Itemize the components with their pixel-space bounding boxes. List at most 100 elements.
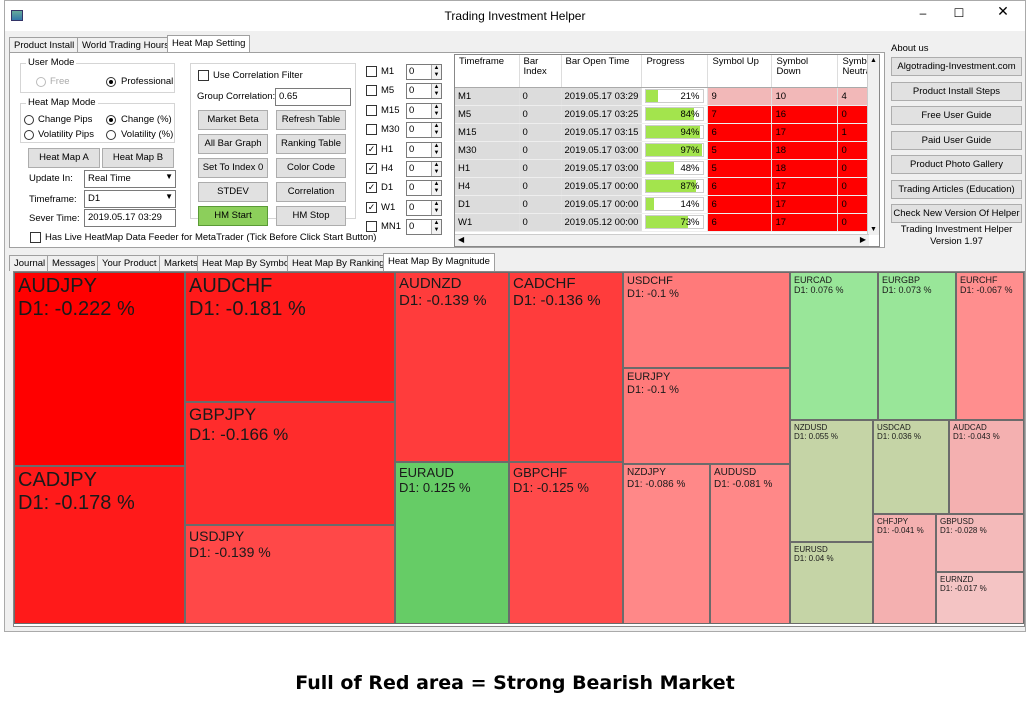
- market-beta-button[interactable]: Market Beta: [198, 110, 268, 130]
- heatmap-cell-gbpchf[interactable]: GBPCHF D1: -0.125 %: [509, 462, 623, 624]
- heatmap-cell-audusd[interactable]: AUDUSD D1: -0.081 %: [710, 464, 790, 624]
- timeframe-checkbox[interactable]: [366, 66, 377, 77]
- heatmap-cell-eurchf[interactable]: EURCHF D1: -0.067 %: [956, 272, 1024, 420]
- stepper-arrows-icon[interactable]: ▲ ▼: [431, 123, 441, 138]
- timeframe-checkbox[interactable]: [366, 85, 377, 97]
- heatmap-cell-eurnzd[interactable]: EURNZD D1: -0.017 %: [936, 572, 1024, 624]
- table-row[interactable]: M1 0 2019.05.17 03:29 21% 9 10 4: [455, 87, 878, 106]
- table-row[interactable]: D1 0 2019.05.17 00:00 14% 6 17 0: [455, 195, 878, 214]
- tab-messages[interactable]: Messages: [47, 255, 101, 271]
- timeframe-checkbox[interactable]: [366, 221, 377, 233]
- maximize-button[interactable]: ☐: [953, 6, 965, 20]
- table-row[interactable]: M15 0 2019.05.17 03:15 94% 6 17 1: [455, 123, 878, 142]
- stepper-arrows-icon[interactable]: ▲ ▼: [431, 84, 441, 99]
- hm-stop-button[interactable]: HM Stop: [276, 206, 346, 226]
- heatmap-cell-gbpjpy[interactable]: GBPJPY D1: -0.166 %: [185, 402, 395, 525]
- free-radio[interactable]: [36, 77, 46, 87]
- install-steps-button[interactable]: Product Install Steps: [891, 81, 1022, 101]
- heatmap-cell-eurjpy[interactable]: EURJPY D1: -0.1 %: [623, 368, 790, 464]
- table-row[interactable]: W1 0 2019.05.12 00:00 73% 6 17 0: [455, 213, 878, 232]
- change-pct-radio[interactable]: [106, 115, 116, 125]
- tab-heat-map-by-symbol[interactable]: Heat Map By Symbol: [197, 255, 297, 271]
- color-code-button[interactable]: Color Code: [276, 158, 346, 178]
- col-header-timeframe[interactable]: Timeframe: [455, 55, 520, 88]
- heatmap-cell-cadjpy[interactable]: CADJPY D1: -0.178 %: [14, 466, 185, 624]
- stepper-arrows-icon[interactable]: ▲ ▼: [431, 200, 441, 215]
- scroll-down-icon[interactable]: ▼: [870, 226, 877, 233]
- tab-heat-map-setting[interactable]: Heat Map Setting: [167, 35, 251, 53]
- timeframe-select[interactable]: D1 ▼: [84, 190, 176, 208]
- vertical-scrollbar[interactable]: ▲ ▼: [867, 55, 879, 235]
- timeframe-index-stepper[interactable]: 0 ▲ ▼: [406, 161, 442, 177]
- volatility-pips-radio[interactable]: [24, 130, 34, 140]
- refresh-table-button[interactable]: Refresh Table: [276, 110, 346, 130]
- heatmap-cell-chfjpy[interactable]: CHFJPY D1: -0.041 %: [873, 514, 936, 624]
- ranking-table-button[interactable]: Ranking Table: [276, 134, 346, 154]
- check-version-button[interactable]: Check New Version Of Helper: [891, 204, 1022, 223]
- col-header-bar-open-time[interactable]: Bar Open Time: [561, 55, 643, 88]
- stepper-arrows-icon[interactable]: ▲ ▼: [431, 65, 441, 79]
- tab-your-product[interactable]: Your Product: [97, 255, 162, 271]
- table-row[interactable]: H1 0 2019.05.17 03:00 48% 5 18 0: [455, 159, 878, 178]
- live-feeder-checkbox[interactable]: [30, 232, 41, 243]
- heatmap-cell-eurusd[interactable]: EURUSD D1: 0.04 %: [790, 542, 873, 624]
- timeframe-index-stepper[interactable]: 0 ▲ ▼: [406, 83, 442, 100]
- timeframe-checkbox[interactable]: ✓: [366, 182, 377, 194]
- paid-guide-button[interactable]: Paid User Guide: [891, 130, 1022, 150]
- stdev-button[interactable]: STDEV: [198, 182, 268, 202]
- table-row[interactable]: H4 0 2019.05.17 00:00 87% 6 17 0: [455, 177, 878, 196]
- stepper-arrows-icon[interactable]: ▲ ▼: [431, 220, 441, 235]
- all-bar-graph-button[interactable]: All Bar Graph: [198, 134, 268, 154]
- heatmap-cell-usdcad[interactable]: USDCAD D1: 0.036 %: [873, 420, 949, 514]
- trading-articles-button[interactable]: Trading Articles (Education): [891, 179, 1022, 199]
- timeframe-index-stepper[interactable]: 0 ▲ ▼: [406, 219, 442, 236]
- timeframe-checkbox[interactable]: [366, 104, 377, 116]
- heatmap-cell-euraud[interactable]: EURAUD D1: 0.125 %: [395, 462, 509, 624]
- tab-heat-map-by-ranking[interactable]: Heat Map By Ranking: [287, 255, 390, 271]
- stepper-arrows-icon[interactable]: ▲ ▼: [431, 162, 441, 176]
- timeframe-checkbox[interactable]: ✓: [366, 143, 377, 155]
- heatmap-cell-eurgbp[interactable]: EURGBP D1: 0.073 %: [878, 272, 956, 420]
- heatmap-cell-nzdusd[interactable]: NZDUSD D1: 0.055 %: [790, 420, 873, 542]
- timeframe-index-stepper[interactable]: 0 ▲ ▼: [406, 199, 442, 216]
- use-correlation-checkbox[interactable]: [198, 70, 209, 81]
- professional-radio[interactable]: [106, 77, 116, 87]
- tab-journal[interactable]: Journal: [9, 255, 51, 271]
- col-header-symbol-up[interactable]: Symbol Up: [707, 55, 773, 88]
- timeframe-index-stepper[interactable]: 0 ▲ ▼: [406, 122, 442, 139]
- scroll-up-icon[interactable]: ▲: [870, 57, 877, 64]
- col-header-bar-index[interactable]: Bar Index: [519, 55, 562, 88]
- tab-heat-map-by-magnitude[interactable]: Heat Map By Magnitude: [383, 253, 495, 271]
- heatmap-cell-audchf[interactable]: AUDCHF D1: -0.181 %: [185, 272, 395, 402]
- col-header-progress[interactable]: Progress: [641, 55, 709, 88]
- heatmap-cell-usdjpy[interactable]: USDJPY D1: -0.139 %: [185, 525, 395, 624]
- stepper-arrows-icon[interactable]: ▲ ▼: [431, 103, 441, 118]
- heatmap-cell-cadchf[interactable]: CADCHF D1: -0.136 %: [509, 272, 623, 462]
- hm-start-button[interactable]: HM Start: [198, 206, 268, 226]
- scroll-right-icon[interactable]: ▶: [859, 235, 866, 244]
- table-row[interactable]: M5 0 2019.05.17 03:25 84% 7 16 0: [455, 105, 878, 124]
- timeframe-index-stepper[interactable]: 0 ▲ ▼: [406, 64, 442, 80]
- timeframe-checkbox[interactable]: ✓: [366, 201, 377, 213]
- timeframe-index-stepper[interactable]: 0 ▲ ▼: [406, 102, 442, 119]
- close-button[interactable]: ✕: [997, 3, 1009, 19]
- heatmap-cell-nzdjpy[interactable]: NZDJPY D1: -0.086 %: [623, 464, 710, 624]
- heatmap-cell-eurcad[interactable]: EURCAD D1: 0.076 %: [790, 272, 878, 420]
- timeframe-index-stepper[interactable]: 0 ▲ ▼: [406, 180, 442, 197]
- heat-map-b-button[interactable]: Heat Map B: [102, 148, 174, 168]
- stepper-arrows-icon[interactable]: ▲ ▼: [431, 181, 441, 196]
- minimize-button[interactable]: –: [919, 6, 927, 20]
- heatmap-cell-audnzd[interactable]: AUDNZD D1: -0.139 %: [395, 272, 509, 462]
- tab-product-install[interactable]: Product Install: [9, 37, 80, 53]
- timeframe-checkbox[interactable]: ✓: [366, 163, 377, 174]
- change-pips-radio[interactable]: [24, 115, 34, 125]
- free-guide-button[interactable]: Free User Guide: [891, 106, 1022, 125]
- col-header-symbol-down[interactable]: Symbol Down: [771, 55, 839, 88]
- timeframe-checkbox[interactable]: [366, 124, 377, 136]
- horizontal-scrollbar[interactable]: ◀ ▶: [455, 234, 869, 246]
- stepper-arrows-icon[interactable]: ▲ ▼: [431, 142, 441, 157]
- photo-gallery-button[interactable]: Product Photo Gallery: [891, 155, 1022, 174]
- heatmap-cell-usdchf[interactable]: USDCHF D1: -0.1 %: [623, 272, 790, 368]
- heatmap-cell-audcad[interactable]: AUDCAD D1: -0.043 %: [949, 420, 1024, 514]
- set-to-index-button[interactable]: Set To Index 0: [198, 158, 268, 178]
